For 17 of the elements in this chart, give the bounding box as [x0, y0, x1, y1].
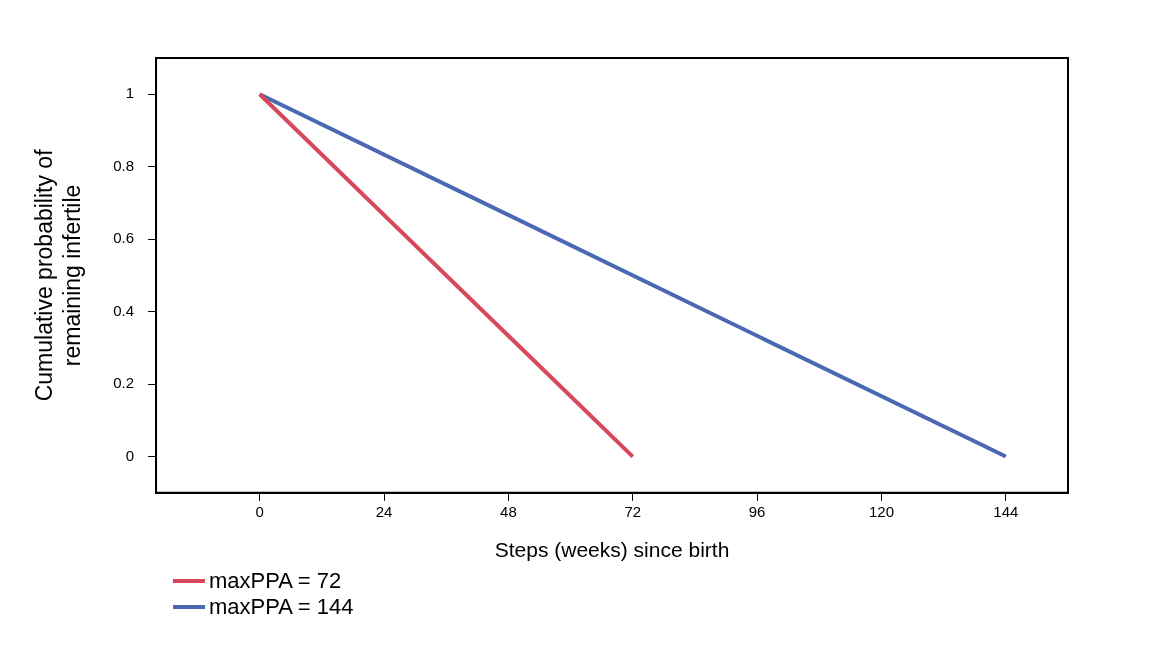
y-tick-label: 0	[125, 446, 135, 464]
y-tick-label: 0.8	[113, 156, 135, 174]
x-axis-title: Steps (weeks) since birth	[494, 538, 730, 562]
x-tick-label: 72	[624, 502, 642, 520]
y-axis-title: Cumulative probability of remaining infertile	[31, 148, 85, 402]
y-tick-label: 0.2	[113, 374, 135, 392]
x-tick-label: 48	[500, 502, 517, 520]
x-tick-label: 24	[375, 502, 393, 520]
legend-label: maxPPA = 144	[209, 594, 354, 620]
x-tick-label: 144	[993, 502, 1019, 520]
y-tick-label: 0.4	[113, 301, 135, 319]
legend-label: maxPPA = 72	[209, 568, 342, 594]
x-tick-label: 120	[868, 502, 894, 520]
y-tick-label: 0.6	[113, 229, 135, 247]
x-tick-label: 96	[748, 502, 766, 520]
x-tick-label: 0	[255, 502, 264, 520]
y-tick-label: 1	[125, 84, 135, 102]
